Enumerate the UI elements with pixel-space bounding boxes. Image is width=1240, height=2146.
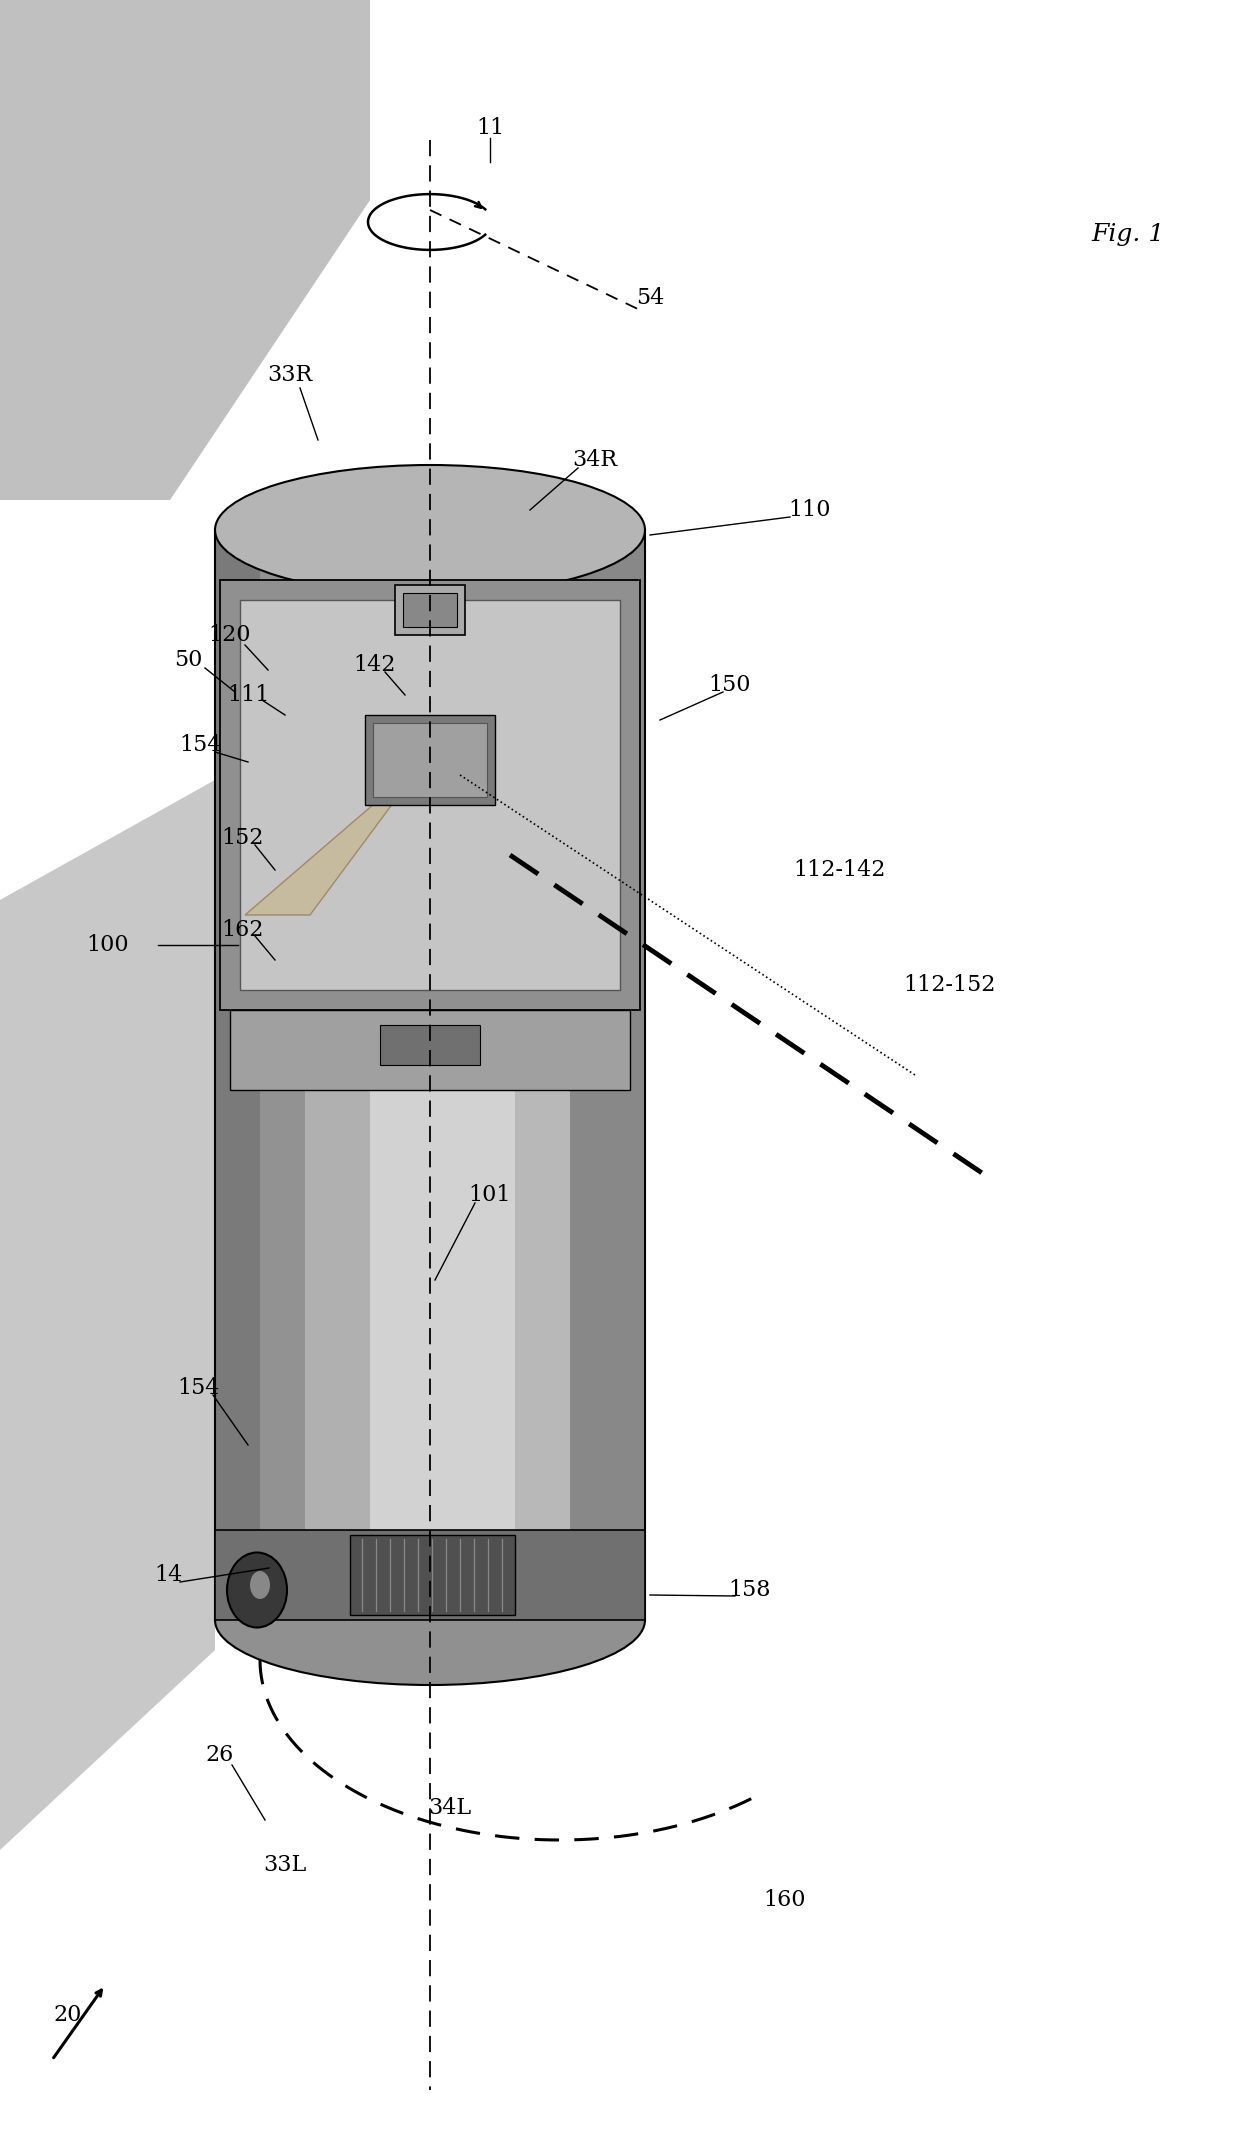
Bar <box>373 723 487 796</box>
Text: 50: 50 <box>174 648 202 672</box>
Polygon shape <box>219 579 640 1011</box>
Ellipse shape <box>227 1552 286 1627</box>
Bar <box>396 586 465 635</box>
Text: 101: 101 <box>469 1185 511 1206</box>
Text: 150: 150 <box>709 674 751 695</box>
Text: 152: 152 <box>221 826 263 850</box>
Polygon shape <box>305 530 370 1620</box>
Text: 33L: 33L <box>263 1854 306 1876</box>
Text: 162: 162 <box>221 918 263 940</box>
Polygon shape <box>229 1011 630 1090</box>
Polygon shape <box>370 530 515 1620</box>
Polygon shape <box>0 0 370 500</box>
Text: 11: 11 <box>476 118 505 139</box>
Text: 33R: 33R <box>268 365 312 386</box>
Polygon shape <box>0 779 215 1850</box>
Text: 160: 160 <box>764 1888 806 1910</box>
Text: 142: 142 <box>353 655 397 676</box>
Text: 54: 54 <box>636 288 665 309</box>
Text: 120: 120 <box>208 624 252 646</box>
Text: 100: 100 <box>87 934 129 955</box>
Polygon shape <box>246 760 425 914</box>
Text: 20: 20 <box>53 2004 82 2026</box>
Text: 154: 154 <box>177 1378 219 1399</box>
Text: 26: 26 <box>206 1745 234 1766</box>
Ellipse shape <box>215 1556 645 1685</box>
Polygon shape <box>241 601 620 989</box>
Polygon shape <box>515 530 570 1620</box>
Text: 111: 111 <box>227 685 269 706</box>
Bar <box>379 1026 480 1064</box>
Text: 112-152: 112-152 <box>904 974 996 996</box>
Polygon shape <box>570 530 645 1620</box>
Bar <box>403 592 458 627</box>
Ellipse shape <box>215 466 645 594</box>
Polygon shape <box>215 1530 645 1620</box>
Text: 112-142: 112-142 <box>794 858 887 882</box>
Polygon shape <box>260 530 305 1620</box>
Bar <box>365 715 495 805</box>
Text: 34R: 34R <box>573 449 618 470</box>
Text: 110: 110 <box>789 500 831 521</box>
Text: 34L: 34L <box>429 1796 471 1820</box>
Polygon shape <box>215 530 260 1620</box>
Ellipse shape <box>250 1571 270 1599</box>
Text: 154: 154 <box>179 734 221 755</box>
Text: Fig. 1: Fig. 1 <box>1091 223 1166 247</box>
Text: 158: 158 <box>729 1579 771 1601</box>
Text: 14: 14 <box>154 1564 182 1586</box>
Polygon shape <box>350 1534 515 1616</box>
